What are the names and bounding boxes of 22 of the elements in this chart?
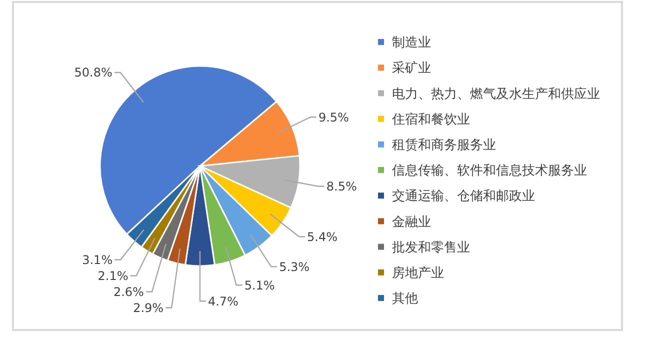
data-label: 50.8%: [74, 66, 112, 80]
data-label: 3.1%: [82, 252, 113, 267]
data-label: 5.1%: [244, 278, 275, 292]
legend-label: 金融业: [392, 214, 431, 230]
legend-label: 住宿和餐饮业: [391, 111, 470, 128]
legend-label: 租赁和商务服务业: [392, 138, 496, 153]
legend-label: 制造业: [392, 36, 431, 51]
data-label: 2.6%: [113, 284, 144, 299]
legend-label: 交通运输、仓储和邮政业: [392, 188, 535, 204]
legend-label: 其他: [392, 292, 418, 307]
legend-label: 批发和零售业: [392, 240, 470, 256]
data-label: 5.4%: [307, 230, 338, 244]
data-label: 5.3%: [279, 260, 310, 274]
data-label: 9.5%: [318, 110, 349, 124]
data-label: 8.5%: [326, 180, 357, 194]
legend-label: 电力、热力、燃气及水生产和供应业: [392, 86, 600, 102]
data-label: 2.9%: [133, 300, 164, 315]
data-label: 4.7%: [208, 294, 238, 308]
data-label: 2.1%: [98, 268, 128, 283]
legend-label: 采矿业: [392, 61, 431, 76]
legend-label: 房地产业: [392, 264, 444, 281]
legend-label: 信息传输、软件和信息技术服务业: [392, 164, 587, 179]
